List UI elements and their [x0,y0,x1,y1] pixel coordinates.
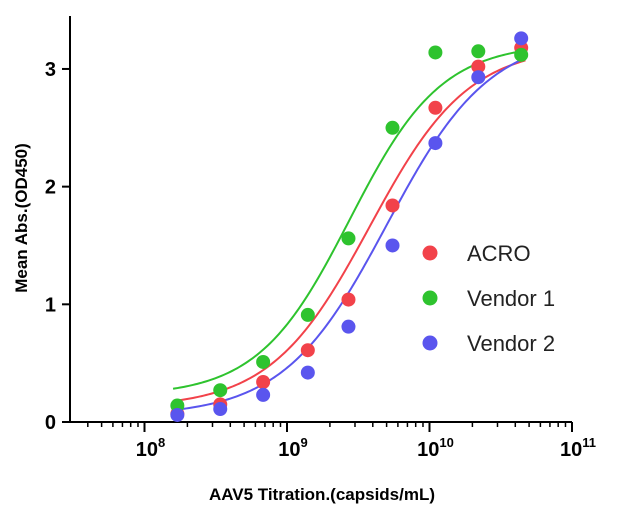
legend-marker [422,335,438,351]
x-tick-exponent: 10 [439,435,453,450]
x-tick-label: 108 [136,435,165,461]
y-tick-label: 0 [45,412,56,434]
x-tick-base: 10 [278,439,300,461]
x-tick-exponent: 8 [158,435,165,450]
x-tick-label: 1010 [417,435,454,461]
x-tick-base: 10 [417,439,439,461]
point-vendor-1 [256,354,271,369]
point-acro [256,374,271,389]
legend-marker [422,290,438,306]
point-vendor-1 [213,383,228,398]
point-vendor-2 [170,407,185,422]
point-vendor-2 [300,365,315,380]
point-vendor-1 [428,45,443,60]
y-tick-label: 2 [45,177,56,199]
x-tick-exponent: 11 [582,435,596,450]
point-vendor-2 [428,136,443,151]
legend-label: Vendor 2 [467,331,555,356]
point-vendor-2 [514,31,529,46]
fit-curve-acro [172,59,526,403]
point-acro [300,343,315,358]
x-tick-base: 10 [560,439,582,461]
point-acro [428,100,443,115]
point-vendor-1 [385,120,400,135]
point-vendor-1 [514,47,529,62]
y-tick-label: 3 [45,59,56,81]
point-vendor-2 [385,238,400,253]
point-vendor-2 [213,402,228,417]
x-tick-label: 1011 [560,435,596,461]
point-vendor-2 [471,70,486,85]
point-vendor-1 [341,231,356,246]
legend-label: ACRO [467,241,531,266]
y-axis-label: Mean Abs.(OD450) [12,143,31,293]
point-acro [341,292,356,307]
x-tick-exponent: 9 [301,435,308,450]
x-axis-label: AAV5 Titration.(capsids/mL) [209,485,435,504]
legend-marker [422,245,438,261]
fit-curve-vendor-1 [172,49,526,390]
point-acro [385,198,400,213]
fit-curves [172,49,526,412]
fit-curve-vendor-2 [172,57,526,412]
point-acro [471,59,486,74]
x-tick-base: 10 [136,439,158,461]
point-vendor-1 [471,44,486,59]
x-tick-label: 109 [278,435,307,461]
y-tick-label: 1 [45,294,56,316]
legend-label: Vendor 1 [467,286,555,311]
point-vendor-2 [341,319,356,334]
point-vendor-2 [256,387,271,402]
legend: ACRO Vendor 1 Vendor 2 [422,241,555,356]
data-points [170,31,529,422]
point-vendor-1 [300,307,315,322]
